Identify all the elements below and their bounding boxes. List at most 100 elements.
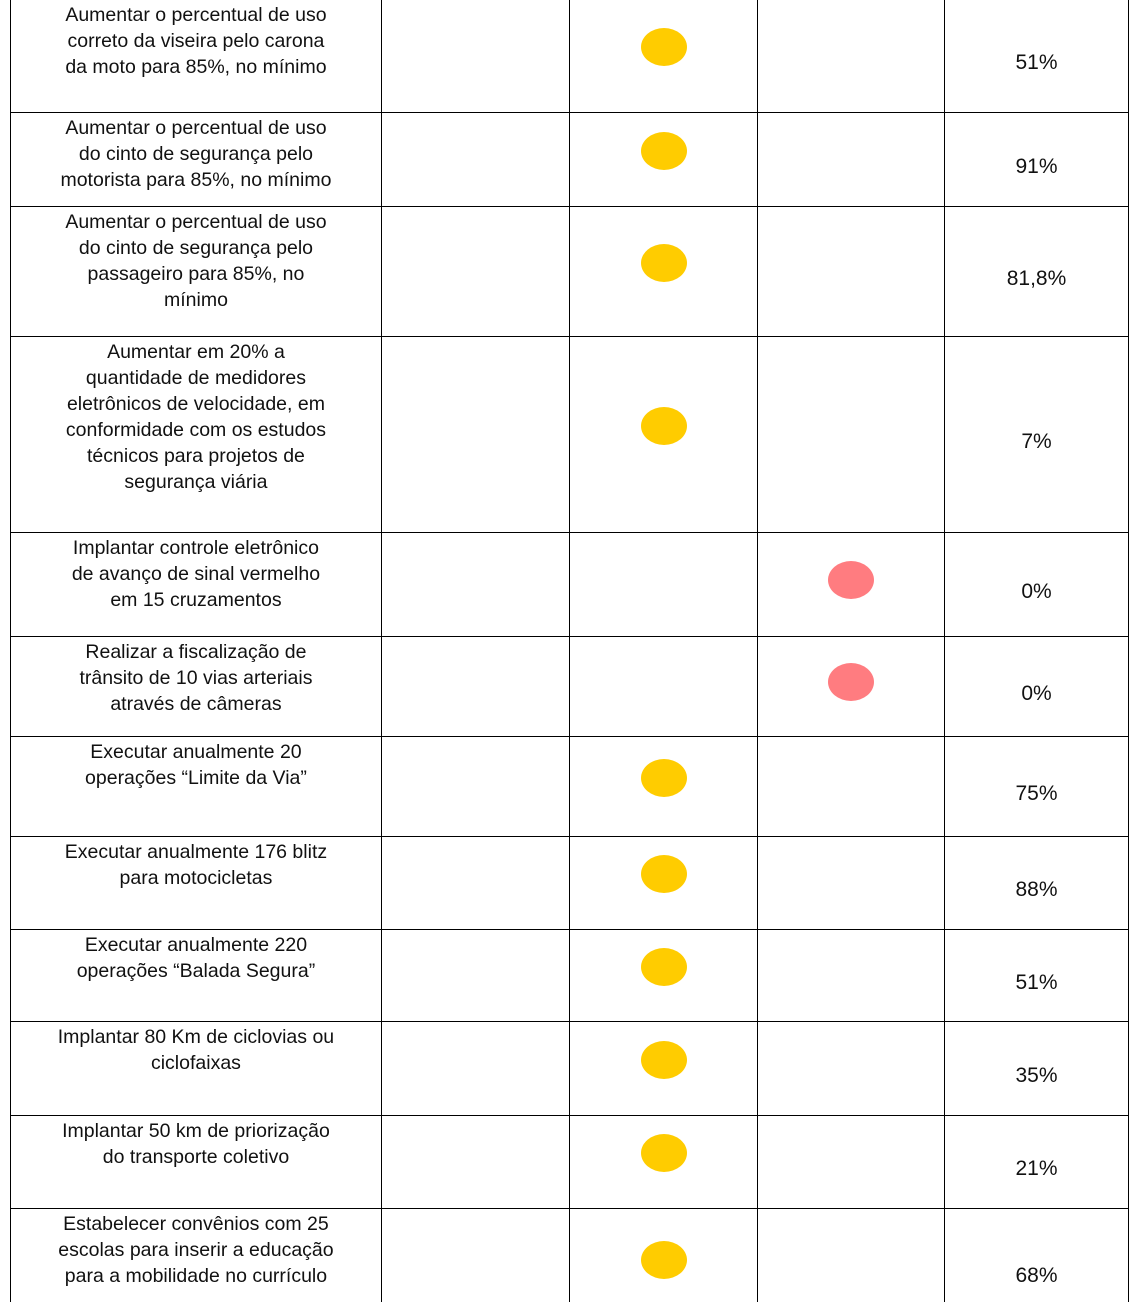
table-cell: [569, 1208, 759, 1302]
table-cell: 35%: [944, 1021, 1129, 1116]
text-line: do cinto de segurança pelo: [78, 143, 314, 165]
text-line: segurança viária: [124, 471, 268, 493]
text-line: Aumentar o percentual de uso: [65, 211, 327, 233]
table-cell: [569, 532, 759, 637]
text-line: para a mobilidade no currículo: [64, 1265, 328, 1287]
text-line: passageiro para 85%, no: [87, 263, 305, 285]
table-cell: 75%: [944, 736, 1129, 837]
status-dot: [640, 1134, 687, 1172]
table-cell: 88%: [944, 836, 1129, 930]
table-cell: Aumentar o percentual de uso do cinto de …: [10, 206, 382, 337]
table-cell: [757, 0, 945, 113]
table-cell: Implantar controle eletrônico de avanço d…: [10, 532, 382, 637]
table-cell: [757, 112, 945, 207]
table-cell: [569, 929, 759, 1022]
table-row: Estabelecer convênios com 25 escolas para…: [10, 1208, 1129, 1302]
text-line: ciclofaixas: [150, 1052, 241, 1074]
table-row: Executar anualmente 220 operações “Balada…: [10, 929, 1129, 1022]
table-cell: [380, 1208, 571, 1302]
text-line: em 15 cruzamentos: [110, 589, 282, 611]
status-dot: [640, 758, 687, 797]
text-line: Executar anualmente 176 blitz: [64, 841, 328, 863]
table-cell: [380, 532, 571, 637]
table-cell: [569, 736, 759, 837]
table-row: Implantar controle eletrônico de avanço d…: [10, 532, 1129, 637]
text-line: motorista para 85%, no mínimo: [60, 169, 332, 191]
table-cell: [569, 1115, 759, 1209]
text-line: eletrônicos de velocidade, em: [66, 393, 325, 415]
table-cell: [380, 206, 571, 337]
text-line: Implantar 50 km de priorização: [62, 1120, 330, 1142]
text-line: operações “Limite da Via”: [85, 767, 307, 789]
table-cell: 68%: [944, 1208, 1129, 1302]
table-cell: [380, 1021, 571, 1116]
table-cell: [569, 206, 759, 337]
text-line: Executar anualmente 220: [84, 934, 308, 956]
text-line: Aumentar em 20% a: [107, 341, 285, 363]
text-line: operações “Balada Segura”: [76, 960, 316, 982]
table-cell: Executar anualmente 220 operações “Balada…: [10, 929, 382, 1022]
status-dot: [640, 855, 687, 893]
table-cell: 91%: [944, 112, 1129, 207]
text-line: escolas para inserir a educação: [58, 1239, 334, 1261]
text-line: da moto para 85%, no mínimo: [65, 56, 327, 78]
table-cell: [380, 1115, 571, 1209]
status-dot: [640, 243, 687, 282]
table-cell: Estabelecer convênios com 25 escolas para…: [10, 1208, 382, 1302]
table-cell: [757, 1115, 945, 1209]
table-cell: [380, 636, 571, 737]
table-cell: 7%: [944, 336, 1129, 533]
table-cell: 21%: [944, 1115, 1129, 1209]
status-dot: [640, 406, 687, 445]
text-line: conformidade com os estudos: [65, 419, 327, 441]
text-line: Estabelecer convênios com 25: [63, 1213, 329, 1235]
table-row: Executar anualmente 176 blitz para motoci…: [10, 836, 1129, 930]
table-row: Implantar 50 km de priorização do transpo…: [10, 1115, 1129, 1209]
table-cell: Aumentar o percentual de uso do cinto de …: [10, 112, 382, 207]
text-line: de avanço de sinal vermelho: [71, 563, 321, 585]
table-cell: Implantar 80 Km de ciclovias ou ciclofaix…: [10, 1021, 382, 1116]
text-line: através de câmeras: [110, 693, 282, 715]
table-cell: Executar anualmente 20 operações “Limite …: [10, 736, 382, 837]
text-line: correto da viseira pelo carona: [67, 30, 325, 52]
text-line: quantidade de medidores: [85, 367, 306, 389]
table-cell: [757, 1208, 945, 1302]
table-cell: 51%: [944, 0, 1129, 113]
text-line: Executar anualmente 20: [90, 741, 302, 763]
status-dot: [640, 131, 687, 170]
text-line: técnicos para projetos de: [87, 445, 305, 467]
table-cell: 81,8%: [944, 206, 1129, 337]
table-row: Aumentar o percentual de uso do cinto de …: [10, 206, 1129, 337]
table-row: Implantar 80 Km de ciclovias ou ciclofaix…: [10, 1021, 1129, 1116]
table-row: Aumentar o percentual de uso correto da v…: [10, 0, 1129, 113]
text-line: Implantar controle eletrônico: [72, 537, 319, 559]
table-row: Executar anualmente 20 operações “Limite …: [10, 736, 1129, 837]
table-cell: [569, 836, 759, 930]
table-cell: [757, 206, 945, 337]
table: Aumentar o percentual de uso correto da v…: [10, 0, 1129, 1302]
status-dot: [640, 28, 687, 66]
table-cell: [757, 636, 945, 737]
table-cell: Aumentar o percentual de uso correto da v…: [10, 0, 382, 113]
table-cell: [380, 112, 571, 207]
table-cell: [757, 1021, 945, 1116]
table-cell: [569, 636, 759, 737]
status-dot: [828, 560, 875, 599]
table-cell: [380, 929, 571, 1022]
table-cell: [757, 836, 945, 930]
text-line: para motocicletas: [119, 867, 273, 889]
text-line: Realizar a fiscalização de: [85, 641, 307, 663]
status-dot: [828, 662, 875, 701]
table-row: Realizar a fiscalização de trânsito de 10…: [10, 636, 1129, 737]
table-cell: [757, 336, 945, 533]
text-line: Implantar 80 Km de ciclovias ou: [57, 1026, 335, 1048]
text-line: do transporte coletivo: [102, 1146, 290, 1168]
table-cell: 0%: [944, 532, 1129, 637]
table-row: Aumentar o percentual de uso do cinto de …: [10, 112, 1129, 207]
text-line: do cinto de segurança pelo: [78, 237, 314, 259]
table-cell: 0%: [944, 636, 1129, 737]
table-cell: [569, 112, 759, 207]
table-cell: [380, 336, 571, 533]
table-cell: 51%: [944, 929, 1129, 1022]
